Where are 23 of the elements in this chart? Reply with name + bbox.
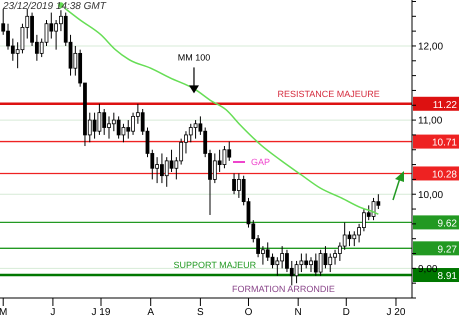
y-tick-label: 11,00 bbox=[418, 116, 443, 127]
x-tick-label: A bbox=[147, 307, 154, 318]
annotation: FORMATION ARRONDIE bbox=[232, 284, 335, 294]
annotation: GAP bbox=[251, 157, 270, 167]
ref-line-label: 10.28 bbox=[432, 169, 458, 180]
x-tick-label: D bbox=[342, 307, 350, 318]
annotation: RESISTANCE MAJEURE bbox=[277, 88, 380, 99]
x-tick-label: M bbox=[0, 307, 8, 318]
x-tick-label: J bbox=[50, 307, 56, 318]
annotation: MM 100 bbox=[178, 52, 210, 62]
y-tick-label: 12,00 bbox=[418, 42, 444, 53]
ref-line-label: 9.62 bbox=[438, 218, 458, 230]
annotation: SUPPORT MAJEUR bbox=[173, 260, 257, 270]
ref-line-label: 11.22 bbox=[432, 100, 458, 111]
ref-line-label: 8.91 bbox=[438, 271, 458, 282]
x-tick-label: S bbox=[197, 307, 204, 318]
ref-line-label: 9.27 bbox=[438, 244, 458, 256]
ref-line-label: 10.71 bbox=[432, 138, 458, 149]
x-tick-label: J 19 bbox=[92, 307, 111, 318]
x-tick-label: N bbox=[294, 307, 302, 318]
x-tick-label: J 20 bbox=[386, 307, 406, 318]
x-tick-label: O bbox=[244, 307, 253, 318]
y-tick-label: 10,00 bbox=[418, 190, 444, 201]
